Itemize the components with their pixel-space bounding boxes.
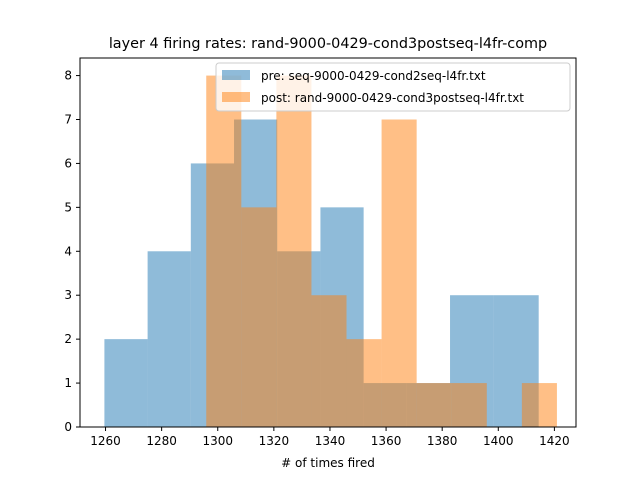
x-tick-label: 1420	[539, 434, 570, 448]
histogram-bar	[276, 75, 312, 428]
x-tick-label: 1280	[146, 434, 177, 448]
legend: pre: seq-9000-0429-cond2seq-l4fr.txt pos…	[215, 62, 571, 112]
legend-swatch-pre	[222, 70, 250, 80]
y-tick-label: 4	[64, 244, 72, 258]
x-tick-label: 1320	[259, 434, 290, 448]
histogram-bar	[381, 119, 417, 427]
series-1-bars	[206, 75, 557, 428]
histogram-bar	[521, 383, 557, 427]
y-tick-label: 7	[64, 113, 72, 127]
legend-frame	[215, 62, 571, 112]
y-tick-label: 2	[64, 332, 72, 346]
y-axis-ticks: 0 1 2 3 4 5 6 7 8	[64, 69, 80, 434]
x-tick-label: 1260	[90, 434, 121, 448]
axes-frame	[79, 57, 577, 428]
chart-title: layer 4 firing rates: rand-9000-0429-con…	[109, 36, 547, 52]
y-tick-label: 8	[64, 69, 72, 83]
histogram-bar	[147, 251, 191, 427]
legend-label-post: post: rand-9000-0429-cond3postseq-l4fr.t…	[261, 91, 524, 105]
histogram-bar	[416, 383, 452, 427]
y-tick-label: 6	[64, 156, 72, 170]
x-axis-label: # of times fired	[281, 456, 375, 470]
bars-layer	[104, 75, 557, 428]
histogram-bar	[241, 207, 277, 427]
x-tick-label: 1380	[427, 434, 458, 448]
histogram-bar	[311, 295, 347, 427]
histogram-bar	[451, 383, 487, 427]
plot-frame	[79, 57, 577, 428]
y-tick-label: 3	[64, 288, 72, 302]
legend-swatch-post	[222, 92, 250, 102]
x-tick-label: 1400	[483, 434, 514, 448]
legend-label-pre: pre: seq-9000-0429-cond2seq-l4fr.txt	[261, 69, 486, 83]
x-tick-label: 1360	[371, 434, 402, 448]
x-tick-label: 1340	[315, 434, 346, 448]
y-tick-label: 1	[64, 376, 72, 390]
histogram-bar	[206, 75, 242, 428]
histogram-bar	[346, 339, 382, 427]
y-tick-label: 5	[64, 200, 72, 214]
x-tick-label: 1300	[202, 434, 233, 448]
histogram-bar	[104, 339, 148, 427]
x-axis-ticks: 1260 1280 1300 1320 1340 1360 1380 1400 1420	[90, 427, 570, 448]
y-tick-label: 0	[64, 420, 72, 434]
